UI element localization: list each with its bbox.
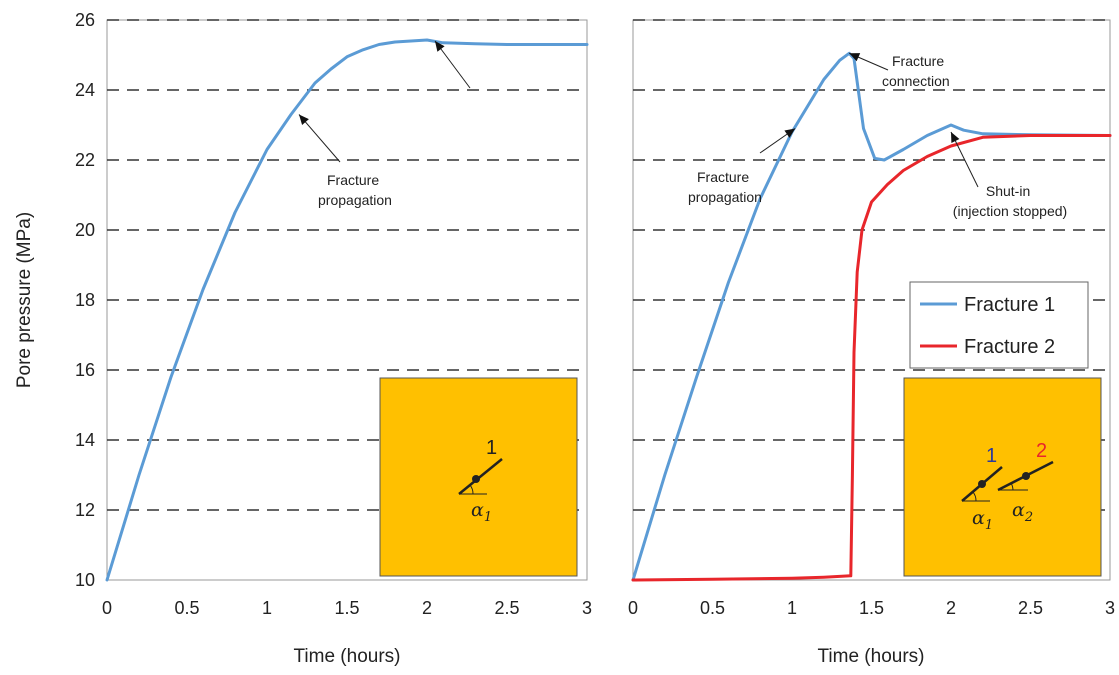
y-axis-label: Pore pressure (MPa) [14,212,35,388]
left-annotation-fracture-propagation: Fracture propagation [318,172,392,208]
annotation-arrowhead [784,128,796,138]
annotation-arrowhead [849,53,861,62]
series-line-fracture-1 [105,38,589,582]
inset-fracture-1-angle-label: α1 [471,499,492,525]
inset-fracture-2-angle-label: α2 [1012,499,1033,525]
y-tick-label: 24 [75,80,95,100]
inset-fracture-1-number: 1 [486,437,497,459]
inset-fracture-1-angle-label: α1 [972,507,993,533]
x-tick-label: 0 [102,598,112,618]
x-tick-label: 0.5 [700,598,725,618]
left-x-axis-label: Time (hours) [294,646,401,667]
annotation-arrowhead [435,41,445,52]
left-chart-panel: 10 12 14 16 18 20 22 24 26 0 0.5 1 1.5 2 2.5 3 Time (h… [14,10,592,667]
inset-fracture-1-angle-arc [972,491,977,502]
right-annotation-fracture-connection: Fracture connection [882,53,950,89]
y-tick-label: 16 [75,360,95,380]
x-tick-label: 2 [422,598,432,618]
inset-fracture-1-center [978,480,986,488]
right-series-lines [631,51,1112,582]
inset-fracture-2-center [1022,472,1030,480]
x-tick-label: 3 [582,598,592,618]
x-tick-label: 2 [946,598,956,618]
x-tick-label: 0 [628,598,638,618]
left-series-lines [105,38,589,582]
inset-fracture-2-number: 2 [1036,440,1047,462]
x-tick-label: 2.5 [1018,598,1043,618]
annotation-arrowhead [951,132,960,143]
right-inset-box: 1 α1 2 α2 [903,377,1102,577]
left-inset-box: 1 α1 [379,377,578,577]
x-tick-label: 1.5 [334,598,359,618]
x-tick-label: 2.5 [494,598,519,618]
x-tick-label: 1 [262,598,272,618]
right-x-axis-label: Time (hours) [818,646,925,667]
right-annotations: Fracture connection Fracture propagation… [688,52,1067,219]
series-line-fracture-2 [631,134,1112,582]
right-annotation-shut-in: Shut-in (injection stopped) [953,183,1067,219]
left-x-tick-labels: 0 0.5 1 1.5 2 2.5 3 [102,598,592,618]
x-tick-label: 1 [787,598,797,618]
x-tick-label: 1.5 [859,598,884,618]
left-arrow-fracture-propagation [298,114,341,163]
left-y-tick-labels: 10 12 14 16 18 20 22 24 26 [75,10,95,590]
right-x-tick-labels: 0 0.5 1 1.5 2 2.5 3 [628,598,1115,618]
right-arrow-shut-in [950,131,979,188]
y-tick-label: 18 [75,290,95,310]
inset-fracture-2-angle-arc [1010,482,1014,491]
inset-fracture-1-number: 1 [986,445,997,467]
y-tick-label: 12 [75,500,95,520]
y-tick-label: 26 [75,10,95,30]
legend-label-fracture-1: Fracture 1 [964,294,1055,316]
inset-fracture-1-angle-arc [469,484,474,495]
series-line-fracture-1 [631,51,1112,582]
annotation-arrowhead [299,114,309,125]
y-tick-label: 20 [75,220,95,240]
right-inset-background [903,377,1102,577]
legend-label-fracture-2: Fracture 2 [964,336,1055,358]
legend-box [909,281,1089,369]
x-tick-label: 0.5 [174,598,199,618]
x-tick-label: 3 [1105,598,1115,618]
legend: Fracture 1 Fracture 2 [909,281,1089,369]
y-tick-label: 10 [75,570,95,590]
inset-fracture-1-line [458,458,503,495]
y-tick-label: 22 [75,150,95,170]
inset-fracture-1-center [472,475,480,483]
right-chart-panel: 0 0.5 1 1.5 2 2.5 3 Time (hours) 1 α1 2 α2 Fra… [628,19,1115,667]
right-annotation-fracture-propagation: Fracture propagation [688,169,762,205]
left-annotations: Fracture propagation [298,40,471,208]
y-tick-label: 14 [75,430,95,450]
